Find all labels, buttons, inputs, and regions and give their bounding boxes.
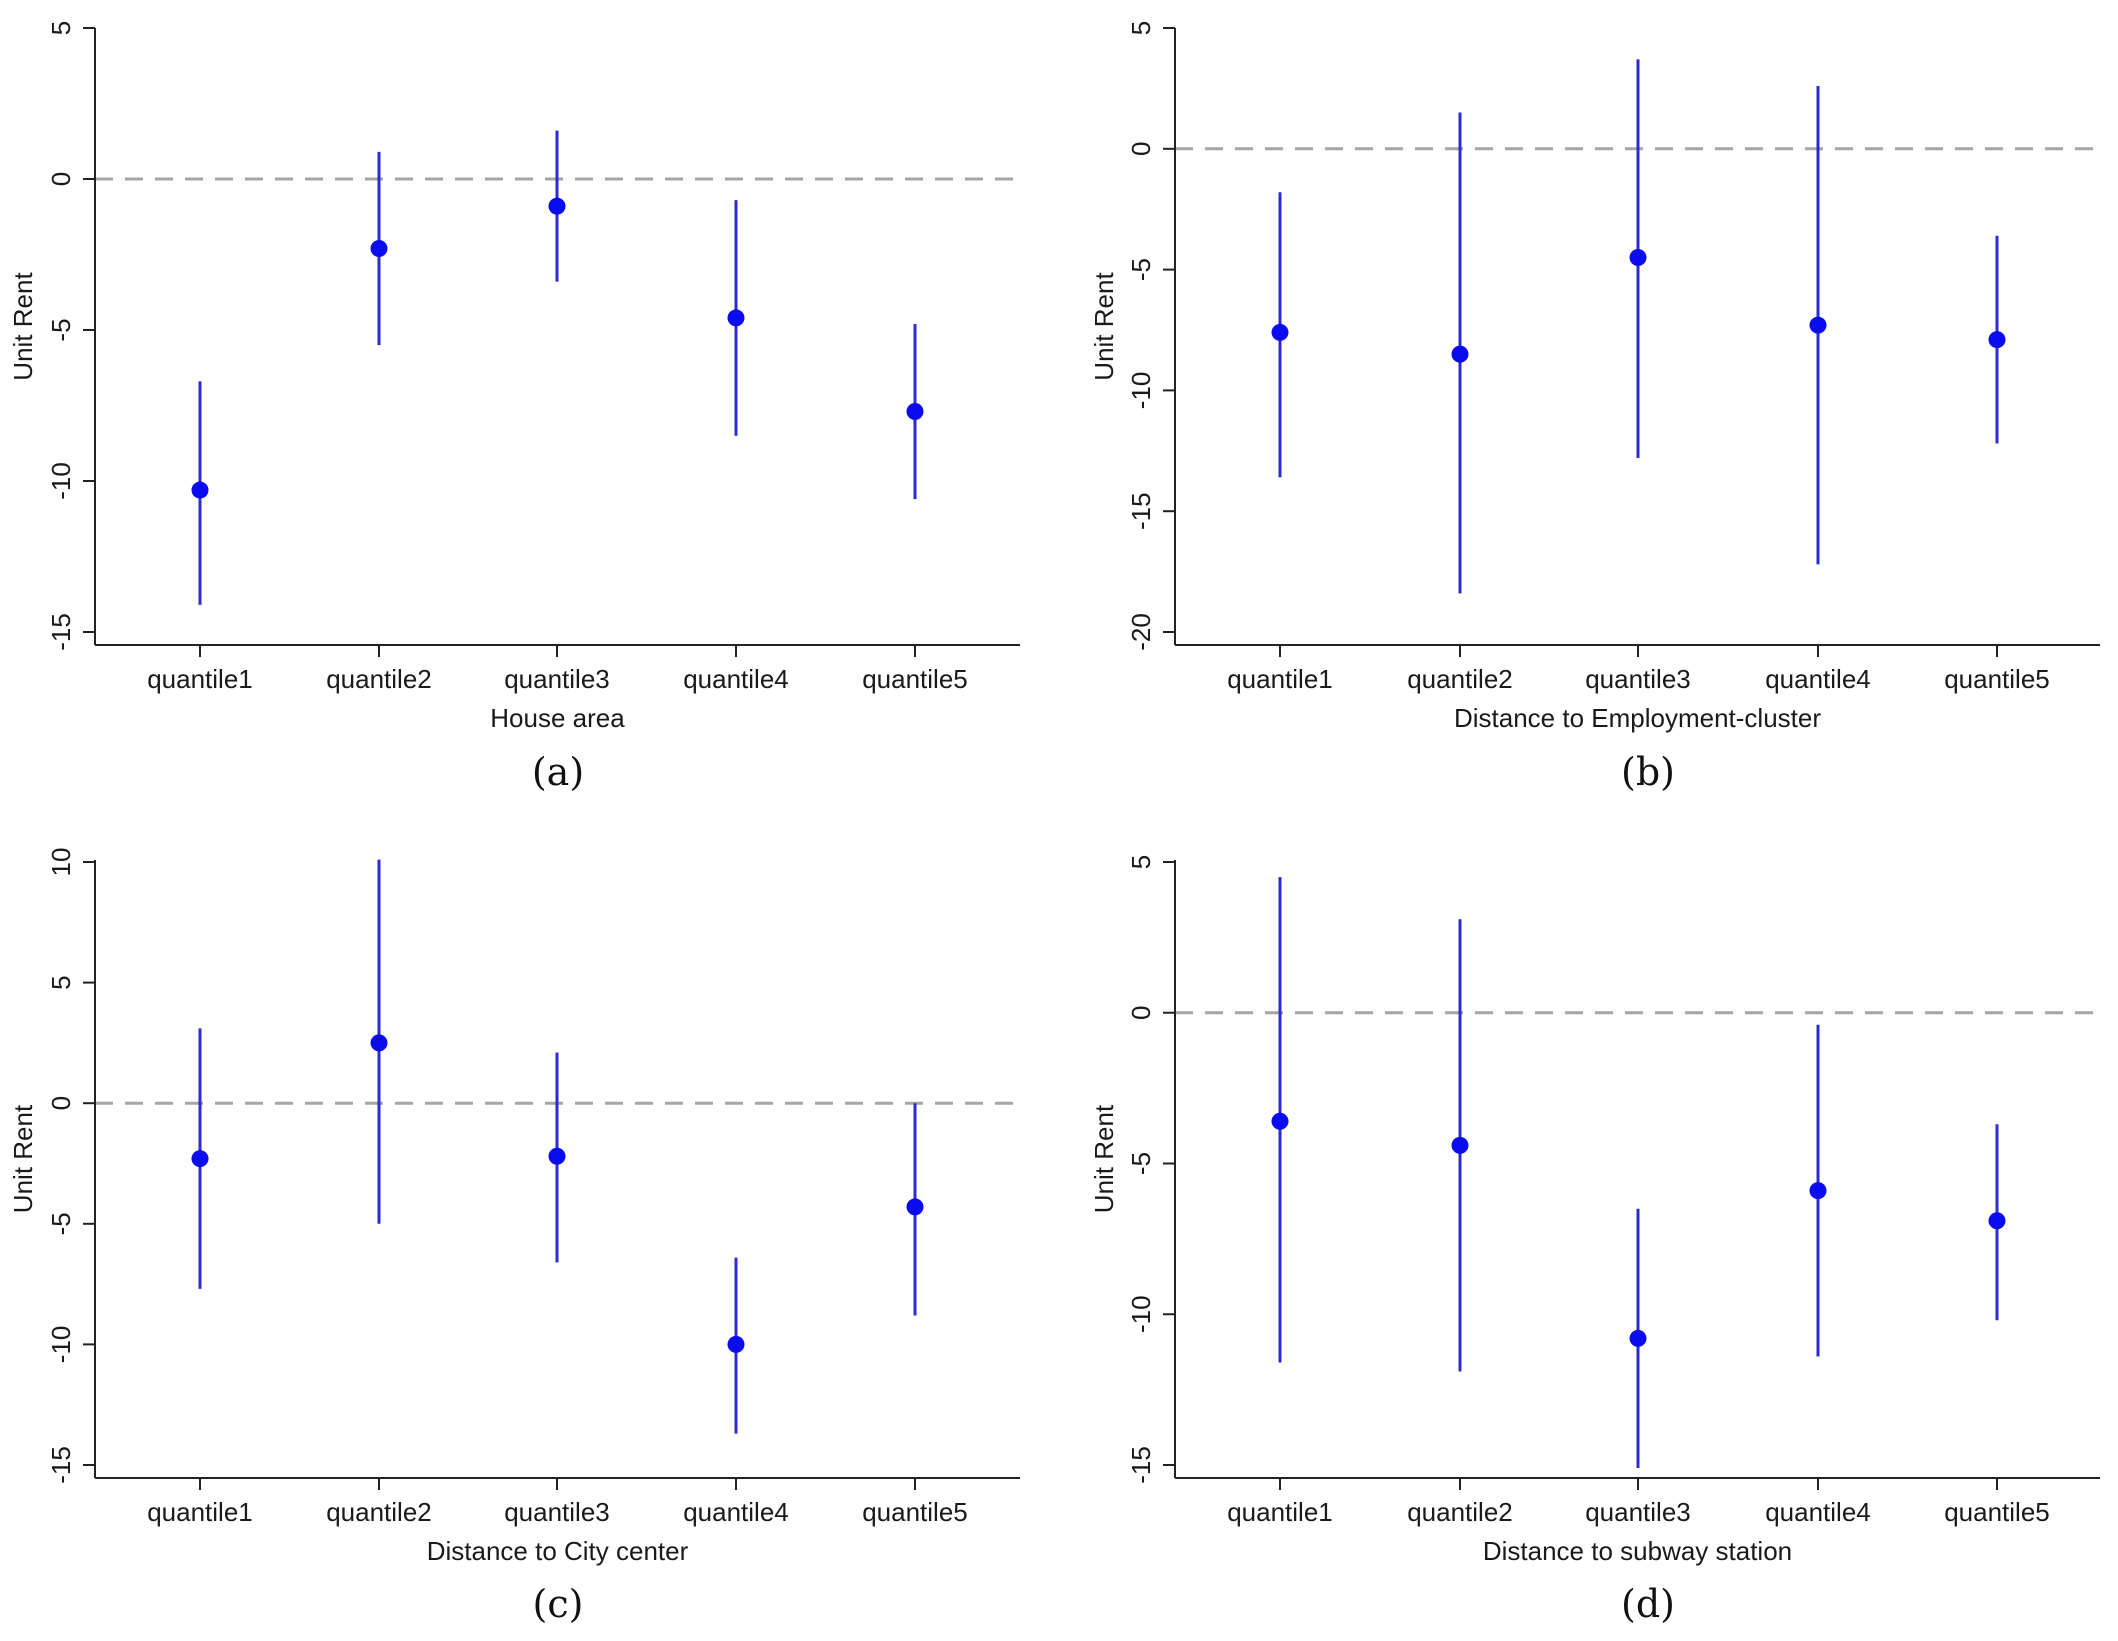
y-tick-label: -20	[1126, 613, 1156, 651]
panel-a: 5 0 -5 -10 -15 quantile1 quantile2 quantile3 qua…	[8, 21, 1020, 794]
x-tick-label: quantile4	[1765, 664, 1871, 694]
x-tick-label: quantile4	[683, 1497, 789, 1527]
y-tick-label: -15	[46, 613, 76, 651]
y-axis-label: Unit Rent	[8, 1104, 38, 1213]
panel-caption: (b)	[1621, 750, 1675, 794]
x-tick-label: quantile5	[862, 1497, 968, 1527]
x-tick-label: quantile4	[683, 664, 789, 694]
x-tick-label: quantile3	[504, 664, 610, 694]
y-axis-label: Unit Rent	[1089, 272, 1119, 381]
x-tick-label: quantile2	[1407, 664, 1513, 694]
panel-caption: (a)	[532, 750, 584, 794]
y-tick-label: 0	[46, 1096, 76, 1110]
point-estimate	[1451, 1136, 1469, 1154]
point-estimate	[370, 239, 388, 257]
point-estimate	[191, 481, 209, 499]
panel-caption: (c)	[533, 1582, 584, 1626]
point-estimate	[548, 197, 566, 215]
x-tick-label: quantile1	[1227, 664, 1333, 694]
y-tick-label: 5	[1126, 21, 1156, 35]
x-tick-label: quantile3	[504, 1497, 610, 1527]
y-tick-label: 0	[46, 172, 76, 186]
point-estimate	[1629, 249, 1647, 267]
y-tick-label: -15	[1126, 492, 1156, 530]
x-tick-label: quantile3	[1585, 664, 1691, 694]
y-tick-label: -5	[1126, 258, 1156, 281]
y-tick-label: 5	[46, 21, 76, 35]
x-axis-label: Distance to subway station	[1483, 1536, 1792, 1566]
point-estimate	[370, 1034, 388, 1052]
y-tick-label: 10	[46, 848, 76, 877]
x-tick-label: quantile1	[147, 1497, 253, 1527]
point-estimate	[1809, 316, 1827, 334]
point-estimate	[1271, 1112, 1289, 1130]
x-tick-label: quantile5	[1944, 664, 2050, 694]
y-tick-label: 5	[46, 975, 76, 989]
y-axis-label: Unit Rent	[1089, 1104, 1119, 1213]
panel-caption: (d)	[1621, 1582, 1675, 1626]
x-tick-label: quantile5	[1944, 1497, 2050, 1527]
point-estimate	[1629, 1329, 1647, 1347]
panel-c: 10 5 0 -5 -10 -15 quantile1 quantile2 quantile3 q…	[8, 848, 1020, 1626]
x-axis-label: House area	[490, 703, 625, 733]
x-axis-label: Distance to Employment-cluster	[1454, 703, 1821, 733]
y-tick-label: -15	[46, 1446, 76, 1484]
x-tick-label: quantile5	[862, 664, 968, 694]
point-estimate	[727, 309, 745, 327]
y-tick-label: -10	[46, 462, 76, 500]
x-tick-label: quantile1	[147, 664, 253, 694]
point-estimate	[906, 1198, 924, 1216]
panel-b: 5 0 -5 -10 -15 -20 quantile1 quantile2 quantile3…	[1089, 21, 2100, 794]
point-estimate	[727, 1335, 745, 1353]
point-estimate	[548, 1147, 566, 1165]
y-tick-label: 0	[1126, 1006, 1156, 1020]
y-tick-label: -10	[1126, 372, 1156, 410]
x-tick-label: quantile2	[326, 664, 432, 694]
point-estimate	[191, 1150, 209, 1168]
point-estimate	[1271, 323, 1289, 341]
y-tick-label: 5	[1126, 855, 1156, 869]
point-estimate	[1988, 331, 2006, 349]
point-estimate	[1988, 1212, 2006, 1230]
panel-d: 5 0 -5 -10 -15 quantile1 quantile2 quantile3 qua…	[1089, 855, 2100, 1626]
y-axis-label: Unit Rent	[8, 272, 38, 381]
y-tick-label: -5	[1126, 1152, 1156, 1175]
x-tick-label: quantile2	[326, 1497, 432, 1527]
point-estimate	[1809, 1182, 1827, 1200]
y-tick-label: 0	[1126, 142, 1156, 156]
y-tick-label: -10	[1126, 1295, 1156, 1333]
y-tick-label: -15	[1126, 1446, 1156, 1484]
point-estimate	[906, 403, 924, 421]
x-axis-label: Distance to City center	[427, 1536, 689, 1566]
point-estimate	[1451, 345, 1469, 363]
y-tick-label: -10	[46, 1326, 76, 1364]
y-tick-label: -5	[46, 318, 76, 341]
x-tick-label: quantile2	[1407, 1497, 1513, 1527]
x-tick-label: quantile3	[1585, 1497, 1691, 1527]
y-tick-label: -5	[46, 1212, 76, 1235]
x-tick-label: quantile4	[1765, 1497, 1871, 1527]
x-tick-label: quantile1	[1227, 1497, 1333, 1527]
